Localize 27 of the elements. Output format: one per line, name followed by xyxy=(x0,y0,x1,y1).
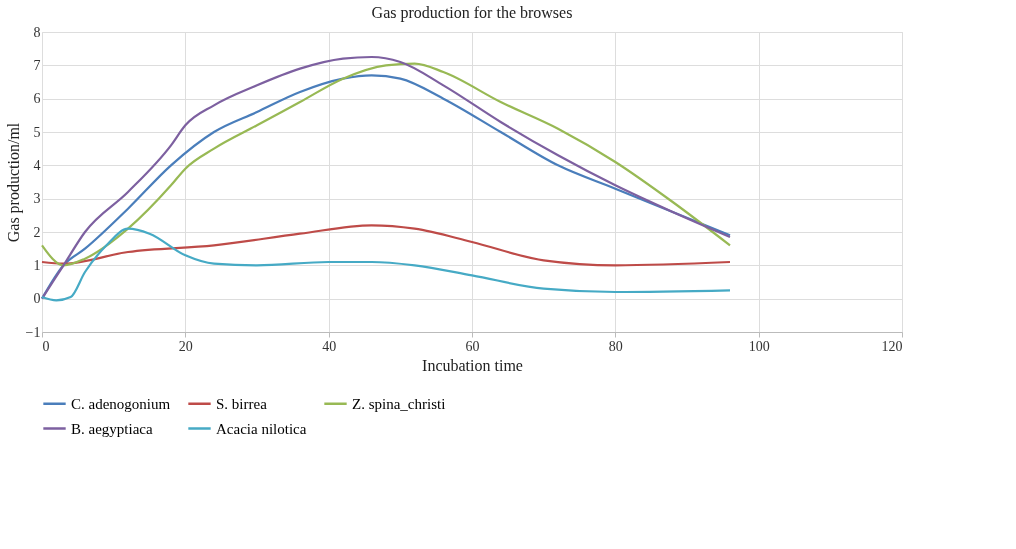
x-tick-label: 120 xyxy=(881,338,903,354)
x-axis-title: Incubation time xyxy=(422,356,523,374)
y-tick-label: 5 xyxy=(33,124,41,140)
y-tick-label: 2 xyxy=(33,224,41,240)
legend-label: B. aegyptiaca xyxy=(71,420,153,437)
y-tick-label: 8 xyxy=(33,24,41,40)
x-tick-label: 100 xyxy=(748,338,770,354)
y-tick-label: 1 xyxy=(33,257,41,273)
line-series xyxy=(40,62,732,267)
line-series xyxy=(40,224,732,267)
legend-label: S. birrea xyxy=(216,395,268,412)
x-tick-label: 60 xyxy=(465,338,480,354)
line-series xyxy=(40,227,732,302)
y-tick-label: 6 xyxy=(33,91,41,107)
y-tick-label: 0 xyxy=(33,291,41,307)
y-tick-label: 7 xyxy=(33,57,41,73)
x-tick-label: 80 xyxy=(608,338,623,354)
x-tick-label: 40 xyxy=(322,338,337,354)
y-tick-label: −1 xyxy=(25,324,41,340)
y-axis-title: Gas production/ml xyxy=(4,122,23,243)
legend-label: Z. spina_christi xyxy=(352,395,446,412)
y-tick-label: 3 xyxy=(33,191,41,207)
y-tick-label: 4 xyxy=(33,157,41,173)
legend-label: Acacia nilotica xyxy=(216,420,307,437)
legend-label: C. adenogonium xyxy=(71,395,171,412)
x-tick-label: 20 xyxy=(178,338,193,354)
chart-title: Gas production for the browses xyxy=(371,4,573,22)
